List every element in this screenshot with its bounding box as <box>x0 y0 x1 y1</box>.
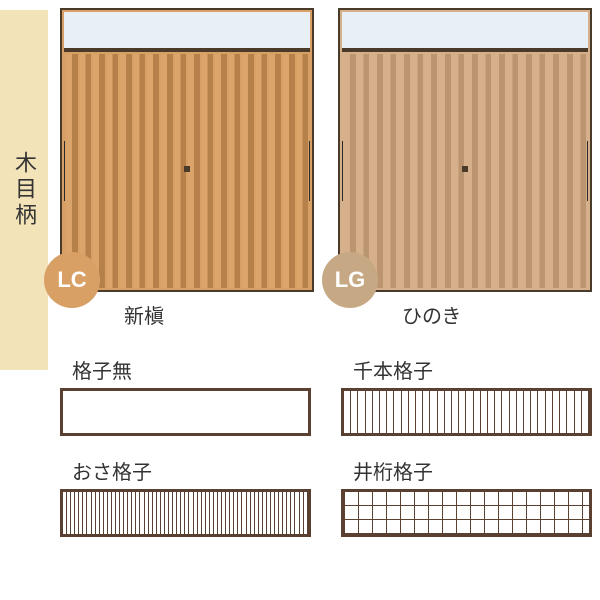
pattern-block: 千本格子 <box>341 355 592 436</box>
pattern-label: 千本格子 <box>341 355 592 384</box>
pattern-label: 井桁格子 <box>341 456 592 485</box>
door-lock <box>462 166 468 172</box>
pattern-swatch <box>341 388 592 436</box>
patterns-grid: 格子無 千本格子おさ格子 井桁格子 <box>60 355 592 537</box>
pattern-swatch <box>60 388 311 436</box>
door-lock <box>184 166 190 172</box>
door-caption: 新槇 <box>60 292 314 329</box>
pattern-block: 井桁格子 <box>341 456 592 537</box>
transom-window <box>342 12 588 52</box>
door-handle <box>342 141 343 201</box>
door-block: LGひのき <box>338 8 592 329</box>
pattern-swatch <box>341 489 592 537</box>
door-handle <box>587 141 588 201</box>
category-label: 木目柄 <box>0 10 48 370</box>
pattern-block: 格子無 <box>60 355 311 436</box>
door-caption: ひのき <box>338 292 592 329</box>
transom-window <box>64 12 310 52</box>
door-body <box>64 54 310 288</box>
pattern-label: おさ格子 <box>60 456 311 485</box>
door-frame: LG <box>338 8 592 292</box>
door-handle <box>64 141 65 201</box>
main-area: LC新槇LGひのき 格子無千本格子おさ格子井桁格子 <box>48 0 600 600</box>
color-code-badge: LG <box>322 252 378 308</box>
pattern-label: 格子無 <box>60 355 311 384</box>
door-frame: LC <box>60 8 314 292</box>
pattern-block: おさ格子 <box>60 456 311 537</box>
door-body <box>342 54 588 288</box>
doors-row: LC新槇LGひのき <box>60 8 592 329</box>
door-handle <box>309 141 310 201</box>
door-block: LC新槇 <box>60 8 314 329</box>
figure-root: 木目柄 LC新槇LGひのき 格子無千本格子おさ格子井桁格子 <box>0 0 600 600</box>
pattern-swatch <box>60 489 311 537</box>
color-code-badge: LC <box>44 252 100 308</box>
